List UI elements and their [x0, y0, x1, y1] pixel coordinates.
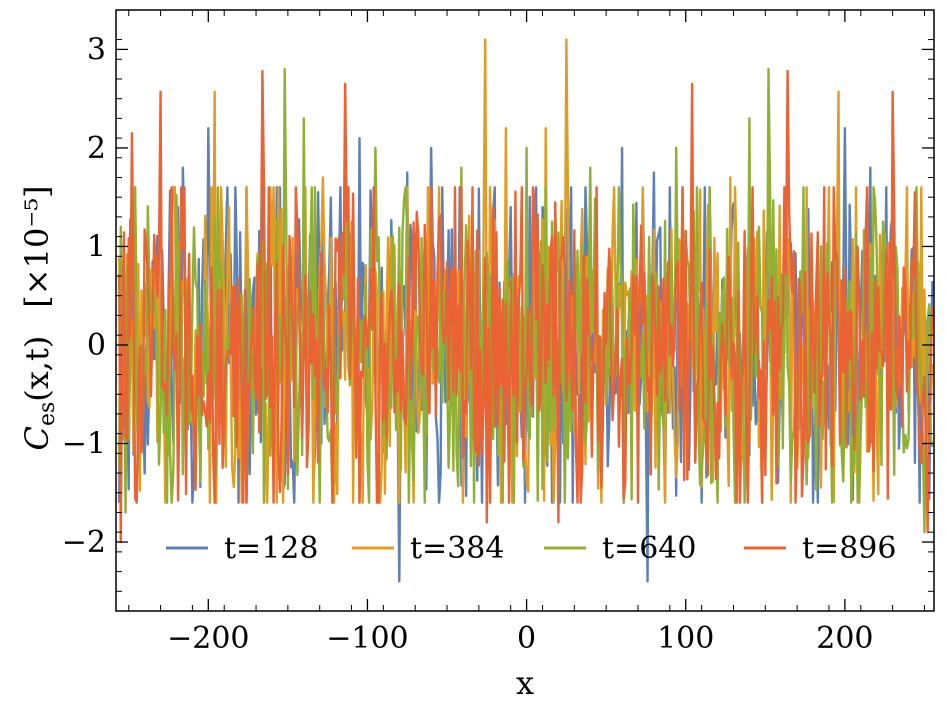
y-tick-label: −1 — [62, 427, 106, 462]
legend-label-3: t=640 — [602, 531, 696, 566]
x-tick-label: 100 — [657, 621, 714, 656]
x-tick-label: −200 — [167, 621, 249, 656]
x-axis-title: x — [516, 664, 534, 702]
y-tick-label: 2 — [87, 131, 106, 166]
plot-frame — [115, 9, 935, 612]
y-axis-title-args: (x,t) — [18, 336, 56, 402]
svg-text:Ces(x,t)[×10⁻⁵]: Ces(x,t) [×10⁻⁵] — [18, 185, 60, 450]
y-axis-scale-label: [×10⁻⁵] — [18, 185, 56, 307]
y-tick-label: −2 — [62, 525, 106, 560]
y-tick-label: 1 — [87, 229, 106, 264]
legend-label-2: t=384 — [410, 531, 504, 566]
x-tick-label: 200 — [816, 621, 873, 656]
legend-label-1: t=128 — [224, 531, 318, 566]
y-tick-label: 0 — [87, 328, 106, 363]
series-line-4 — [117, 69, 934, 544]
ticks-layer: −200 −100 0 100 200 −2 −1 0 1 2 3 — [62, 10, 934, 656]
legend: t=128 t=384 t=640 t=896 — [166, 531, 896, 566]
x-tick-label: 0 — [517, 621, 536, 656]
y-tick-label: 3 — [87, 32, 106, 67]
y-axis-title-subscript: es — [35, 402, 60, 426]
x-tick-label: −100 — [326, 621, 408, 656]
y-axis-title-main: C — [18, 426, 56, 450]
series-layer — [117, 38, 934, 583]
y-axis-title: Ces(x,t) [×10⁻⁵] — [18, 185, 60, 450]
legend-label-4: t=896 — [802, 531, 896, 566]
